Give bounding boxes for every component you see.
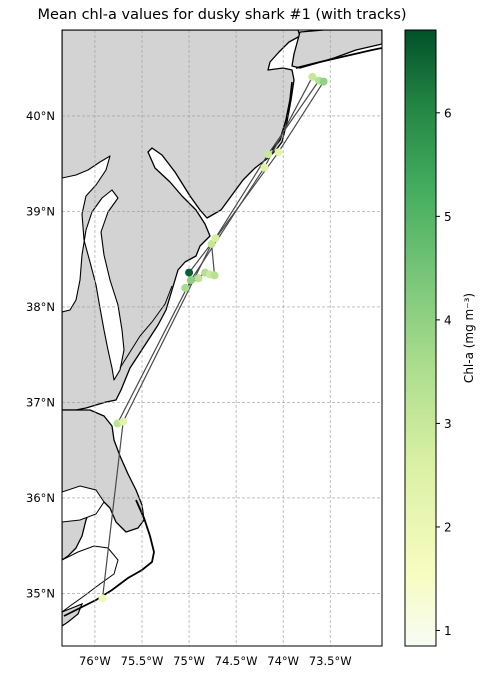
lat-tick-label: 36°N [26, 491, 55, 505]
chl-point [308, 72, 317, 81]
colorbar-tick-label: 4 [444, 313, 452, 327]
southern-land [62, 409, 145, 561]
lon-tick-label: 75°W [173, 654, 205, 668]
lat-tick-label: 38°N [26, 300, 55, 314]
map-title: Mean chl-a values for dusky shark #1 (wi… [37, 7, 407, 23]
lon-tick-label: 76°W [79, 654, 111, 668]
colorbar-tick-label: 6 [444, 106, 452, 120]
chl-point [186, 276, 195, 285]
chl-point [210, 271, 219, 280]
chl-point [211, 234, 220, 243]
chl-point [98, 594, 107, 603]
chl-point [119, 417, 128, 426]
chl-point [181, 283, 190, 292]
colorbar-ticks: 1 2 3 4 5 6 [436, 106, 452, 638]
lat-tick-label: 39°N [26, 204, 55, 218]
colorbar-tick-label: 2 [444, 520, 452, 534]
chl-point [260, 163, 269, 172]
lat-tick-label: 40°N [26, 109, 55, 123]
track-line [188, 80, 320, 273]
map-frame [61, 29, 383, 647]
lat-tick-label: 35°N [26, 586, 55, 600]
pamlico-sound [62, 545, 119, 613]
track-line [116, 76, 313, 424]
lat-tick-label: 37°N [26, 395, 55, 409]
land-layer [62, 30, 382, 627]
latitude-tick-labels: 35°N 36°N 37°N 38°N 39°N 40°N [26, 109, 55, 601]
chl-point [194, 274, 203, 283]
longitude-tick-labels: 76°W 75.5°W 75°W 74.5°W 74°W 73.5°W [79, 654, 352, 668]
albemarle-sound [62, 485, 105, 523]
chl-point [185, 268, 194, 277]
chl-point [264, 150, 273, 159]
delmarva-shore [119, 285, 173, 369]
lon-tick-label: 74.5°W [215, 654, 258, 668]
colorbar [404, 29, 437, 647]
observation-points [98, 72, 328, 603]
chl-point [319, 77, 328, 86]
chl-point [207, 239, 216, 248]
colorbar-tick-label: 3 [444, 417, 452, 431]
lon-tick-label: 75.5°W [121, 654, 164, 668]
lon-tick-label: 73.5°W [309, 654, 352, 668]
lon-tick-label: 74°W [267, 654, 299, 668]
chl-point [274, 148, 283, 157]
mainland-land [62, 30, 301, 411]
colorbar-tick-label: 5 [444, 210, 452, 224]
colorbar-label: Chl-a (mg m⁻³) [462, 293, 476, 383]
long-island-south-shore [295, 47, 382, 69]
colorbar-tick-label: 1 [444, 624, 452, 638]
chesapeake-bay [62, 155, 125, 381]
